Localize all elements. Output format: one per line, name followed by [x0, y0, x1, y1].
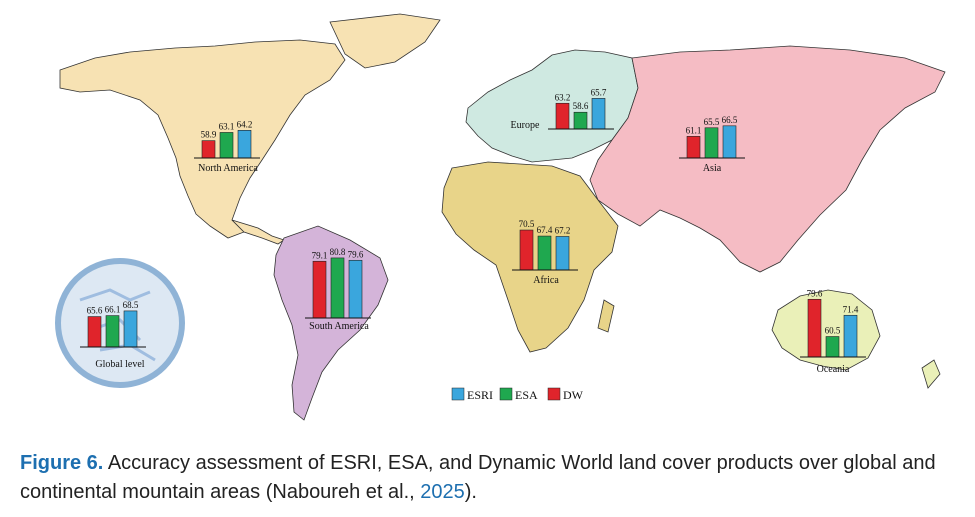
asia-land: [589, 45, 946, 273]
bar-africa-esa: [537, 235, 552, 271]
value-label-oceania-esri: 71.4: [843, 304, 859, 314]
bar-group-africa: 70.567.4 67.2 Africa: [512, 219, 578, 286]
region-label-asia: Asia: [703, 163, 722, 174]
value-label-europe-esa: 58.6: [573, 101, 589, 111]
region-label-europe: Europe: [511, 120, 540, 131]
value-label-oceania-dw: 79.6: [807, 288, 823, 298]
value-label-asia-dw: 61.1: [686, 125, 702, 135]
bar-group-north-america: 58.963.1 64.2 North America: [194, 119, 260, 174]
value-label-africa-dw: 70.5: [519, 219, 535, 229]
greenland-land: [329, 13, 441, 69]
region-label-south-america: South America: [309, 321, 369, 332]
bar-oceania-esri: [843, 314, 858, 358]
bar-global-level-esri: [123, 310, 138, 348]
bar-group-oceania: 79.6 60.5 71.4 Oceania: [800, 288, 866, 375]
value-label-global-level-esa: 66.1: [105, 305, 121, 315]
bar-oceania-dw: [807, 298, 822, 358]
north-america-land: [59, 39, 346, 239]
bar-groups: 58.963.1 64.2 North America 63.258.665.7 Eur…: [80, 87, 866, 375]
caption-text: Accuracy assessment of ESRI, ESA, and Dy…: [20, 452, 936, 503]
value-label-north-america-esri: 64.2: [237, 119, 253, 129]
legend-label-dw: DW: [563, 388, 584, 402]
bar-south-america-esri: [348, 259, 363, 319]
value-label-south-america-esri: 79.6: [348, 249, 364, 259]
bar-south-america-esa: [330, 257, 345, 319]
value-label-asia-esa: 65.5: [704, 117, 720, 127]
new-zealand-land: [921, 359, 941, 389]
value-label-south-america-esa: 80.8: [330, 247, 346, 257]
bar-oceania-esa: [825, 336, 840, 358]
bar-south-america-dw: [312, 260, 327, 319]
caption-tail: ).: [464, 481, 477, 503]
value-label-asia-esri: 66.5: [722, 115, 738, 125]
citation-year-link[interactable]: 2025: [420, 481, 465, 503]
value-label-north-america-dw: 58.9: [201, 130, 217, 140]
legend: ESRI ESA DW: [451, 387, 584, 402]
bar-global-level-dw: [87, 316, 102, 348]
central-america-land: [231, 219, 285, 245]
value-label-oceania-esa: 60.5: [825, 326, 841, 336]
bar-asia-esri: [722, 125, 737, 159]
bar-asia-esa: [704, 127, 719, 159]
bar-group-europe: 63.258.665.7 Europe: [511, 87, 614, 131]
figure-caption: Figure 6. Accuracy assessment of ESRI, E…: [20, 449, 960, 507]
value-label-north-america-esa: 63.1: [219, 121, 235, 131]
region-label-oceania: Oceania: [817, 364, 850, 375]
bar-global-level-esa: [105, 315, 120, 348]
value-label-africa-esri: 67.2: [555, 225, 571, 235]
bar-africa-dw: [519, 229, 534, 271]
bar-north-america-esri: [237, 130, 252, 159]
region-label-global-level: Global level: [95, 359, 144, 370]
bar-europe-esri: [591, 98, 606, 130]
madagascar-land: [597, 299, 615, 333]
value-label-africa-esa: 67.4: [537, 225, 553, 235]
global-level-globe: [55, 258, 185, 388]
bar-asia-dw: [686, 136, 701, 159]
legend-label-esa: ESA: [515, 388, 538, 402]
legend-label-esri: ESRI: [467, 388, 493, 402]
legend-swatch-dw: [547, 387, 561, 401]
region-label-north-america: North America: [198, 163, 258, 174]
figure-label: Figure 6.: [20, 452, 104, 474]
value-label-europe-dw: 63.2: [555, 92, 571, 102]
bar-group-asia: 61.165.5 66.5 Asia: [679, 115, 745, 174]
bar-north-america-dw: [201, 140, 216, 159]
legend-swatch-esa: [499, 387, 513, 401]
value-label-europe-esri: 65.7: [591, 87, 607, 97]
world-map-chart: 58.963.1 64.2 North America 63.258.665.7 Eur…: [55, 13, 946, 421]
value-label-global-level-dw: 65.6: [87, 306, 103, 316]
bar-europe-dw: [555, 102, 570, 130]
legend-swatch-esri: [451, 387, 465, 401]
bar-africa-esri: [555, 236, 570, 271]
bar-north-america-esa: [219, 132, 234, 159]
value-label-global-level-esri: 68.5: [123, 300, 139, 310]
region-label-africa: Africa: [533, 275, 559, 286]
bar-europe-esa: [573, 111, 588, 130]
bar-group-global-level: 65.6 66.1 68.5 Global level: [80, 300, 146, 370]
bar-group-south-america: 79.1 80.8 79.6 South America: [305, 247, 371, 332]
value-label-south-america-dw: 79.1: [312, 250, 328, 260]
